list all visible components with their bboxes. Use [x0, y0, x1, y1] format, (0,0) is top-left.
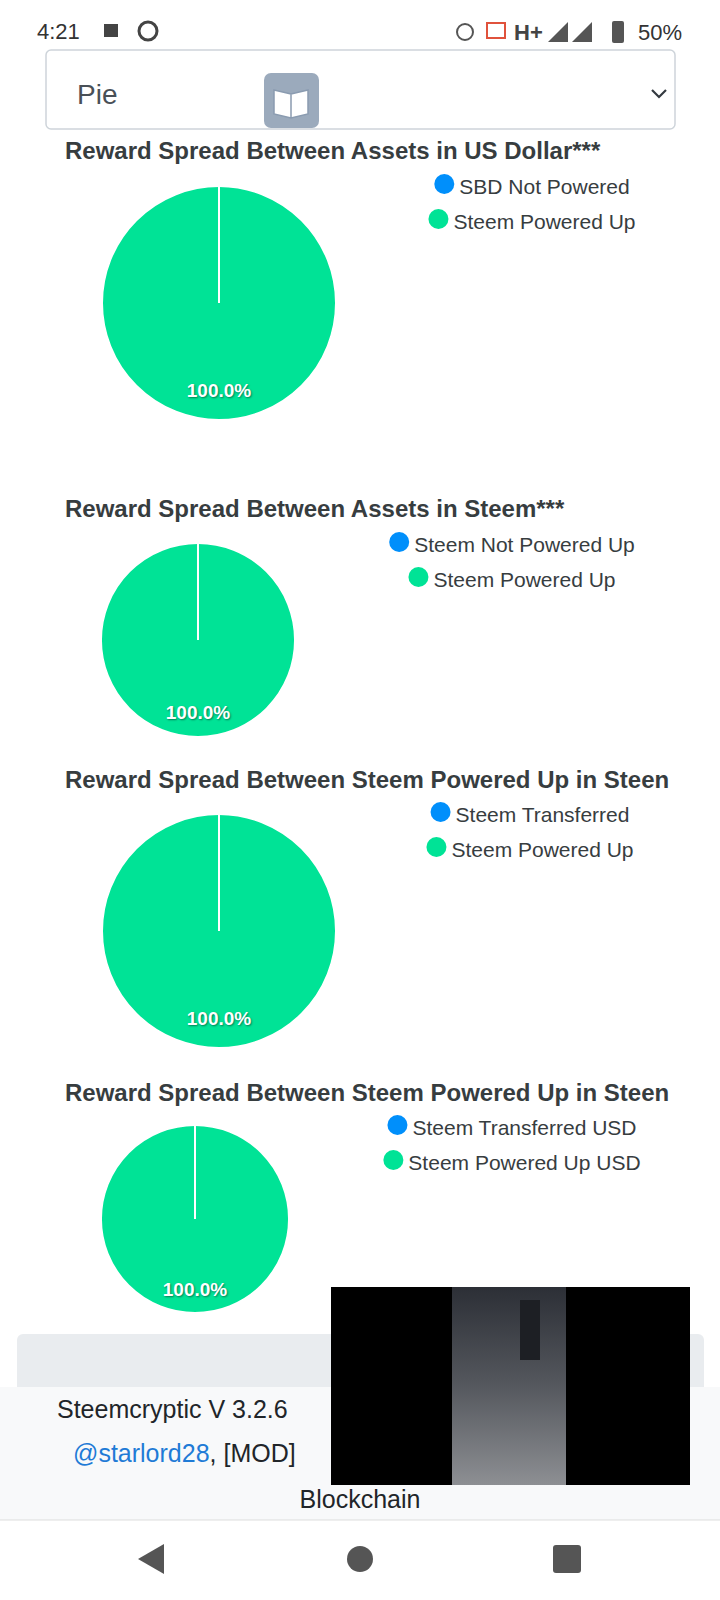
- select-chevron[interactable]: [652, 90, 666, 97]
- pie-slice: [101, 543, 295, 737]
- legend: Steem Transferred Steem Powered Up: [426, 802, 633, 861]
- reader-icon-book: [274, 90, 308, 118]
- legend-marker: [434, 174, 454, 194]
- chart-title: Reward Spread Between Steem Powered Up i…: [65, 1079, 669, 1106]
- data-labels: 100.0%: [163, 1279, 228, 1300]
- pie-chart: Reward Spread Between Assets in Steem***…: [65, 495, 635, 737]
- legend-marker: [426, 837, 446, 857]
- status-time: 4:21: [37, 19, 80, 44]
- footer-credit-text: , [MOD]: [210, 1439, 296, 1467]
- footer-last-line: Blockchain: [300, 1485, 421, 1513]
- nav-home[interactable]: [347, 1546, 373, 1572]
- legend: Steem Transferred USD Steem Powered Up US…: [383, 1115, 640, 1174]
- chart-type-select[interactable]: Pie: [0, 0, 720, 129]
- nav-back[interactable]: [138, 1544, 164, 1574]
- battery-icon: [612, 21, 624, 43]
- video-image: [452, 1287, 566, 1485]
- data-label: 100.0%: [187, 380, 252, 401]
- legend-label: Steem Powered Up: [453, 210, 635, 233]
- pie-slice: [218, 814, 220, 931]
- pie-slices: [101, 543, 295, 737]
- legend-item: Steem Transferred USD: [387, 1115, 636, 1139]
- legend-item: Steem Powered Up: [426, 837, 633, 861]
- legend-item: Steem Powered Up: [428, 209, 635, 233]
- data-labels: 100.0%: [166, 702, 231, 723]
- legend-label: Steem Not Powered Up: [414, 533, 635, 556]
- nav-recent[interactable]: [553, 1545, 581, 1573]
- alarm-icon: [457, 24, 473, 40]
- data-labels: 100.0%: [187, 380, 252, 401]
- legend-marker: [431, 802, 451, 822]
- footer-credit: @starlord28, [MOD]: [73, 1439, 296, 1467]
- legend-label: Steem Powered Up: [451, 838, 633, 861]
- chart-title: Reward Spread Between Assets in US Dolla…: [65, 137, 601, 164]
- status-bar: 4:21 H+ 50%: [37, 19, 682, 45]
- select-value[interactable]: Pie: [77, 79, 117, 110]
- pie-slice: [218, 186, 220, 303]
- legend-label: Steem Powered Up USD: [408, 1151, 640, 1174]
- cast-icon: [487, 23, 505, 38]
- legend-label: Steem Powered Up: [433, 568, 615, 591]
- legend-marker: [387, 1115, 407, 1135]
- pie-slices: [101, 1125, 289, 1313]
- pie-slices: [102, 814, 336, 1048]
- video-frame: [331, 1287, 690, 1485]
- legend-item: Steem Not Powered Up: [389, 532, 635, 556]
- data-label: 100.0%: [187, 1008, 252, 1029]
- sync-icon: [139, 22, 157, 40]
- legend: Steem Not Powered Up Steem Powered Up: [389, 532, 635, 591]
- pie-slices: [102, 186, 336, 420]
- legend-label: Steem Transferred: [456, 803, 630, 826]
- select-box[interactable]: [46, 50, 675, 129]
- legend-marker: [389, 532, 409, 552]
- camera-icon: [104, 24, 118, 37]
- nav-bar: [0, 1520, 720, 1600]
- data-labels: 100.0%: [187, 1008, 252, 1029]
- pie-chart: Reward Spread Between Assets in US Dolla…: [65, 137, 636, 420]
- data-label: 100.0%: [166, 702, 231, 723]
- status-network: H+: [514, 20, 543, 45]
- chart-title: Reward Spread Between Steem Powered Up i…: [65, 766, 669, 793]
- video-figure: [520, 1300, 540, 1360]
- pie-slice: [194, 1125, 196, 1219]
- legend-item: Steem Powered Up USD: [383, 1150, 640, 1174]
- data-label: 100.0%: [163, 1279, 228, 1300]
- signal-icon: [572, 22, 592, 42]
- nav-bg: [0, 1520, 720, 1600]
- legend-item: Steem Powered Up: [408, 567, 615, 591]
- legend-label: Steem Transferred USD: [412, 1116, 636, 1139]
- screen: Pie 4:21 H+ 50% Reward Spread Between Assets…: [0, 0, 720, 1600]
- legend-label: SBD Not Powered: [459, 175, 629, 198]
- pie-slice: [101, 1125, 289, 1313]
- pie-slice: [197, 543, 199, 640]
- pie-chart: Reward Spread Between Steem Powered Up i…: [65, 766, 669, 1048]
- nav-divider: [0, 1520, 720, 1521]
- chart-title: Reward Spread Between Assets in Steem***: [65, 495, 565, 522]
- legend-marker: [408, 567, 428, 587]
- legend-marker: [383, 1150, 403, 1170]
- signal-icon: [548, 22, 568, 42]
- footer-version: Steemcryptic V 3.2.6: [57, 1395, 288, 1423]
- legend-item: Steem Transferred: [431, 802, 630, 826]
- reader-icon: [264, 73, 319, 128]
- pie-slice: [102, 814, 336, 1048]
- footer-credit-link[interactable]: @starlord28: [73, 1439, 210, 1467]
- legend-item: SBD Not Powered: [434, 174, 629, 198]
- legend: SBD Not Powered Steem Powered Up: [428, 174, 635, 233]
- pie-slice: [102, 186, 336, 420]
- status-battery: 50%: [638, 20, 682, 45]
- pie-chart: Reward Spread Between Steem Powered Up i…: [65, 1079, 669, 1313]
- video-overlay: [331, 1287, 690, 1485]
- legend-marker: [428, 209, 448, 229]
